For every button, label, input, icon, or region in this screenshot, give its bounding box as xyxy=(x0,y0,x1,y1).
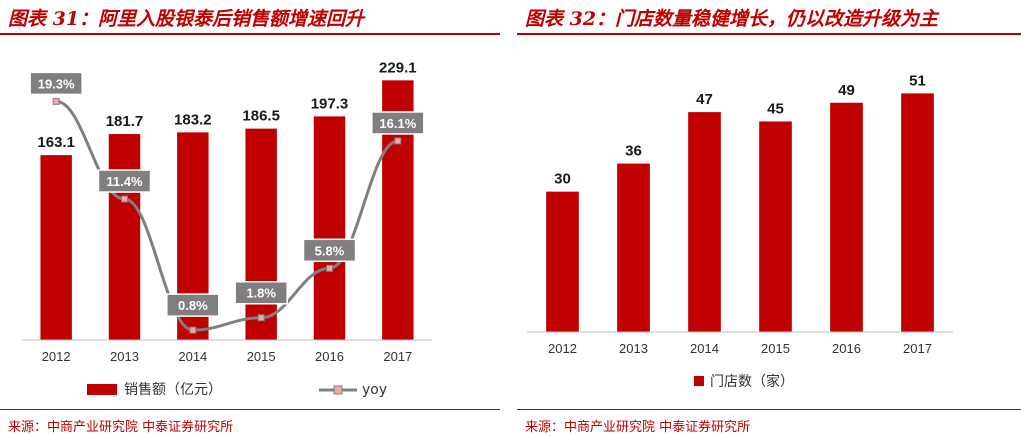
bar-value-label: 51 xyxy=(909,72,926,89)
bar xyxy=(688,112,721,332)
bar-value-label: 186.5 xyxy=(242,108,280,125)
bar xyxy=(40,155,72,340)
yoy-value-label: 0.8% xyxy=(178,298,208,313)
x-tick-label: 2015 xyxy=(761,341,790,356)
x-tick-label: 2014 xyxy=(690,341,719,356)
bar-value-label: 183.2 xyxy=(174,111,212,128)
source-rule xyxy=(0,409,500,410)
bar xyxy=(901,93,934,332)
x-tick-label: 2017 xyxy=(903,341,932,356)
yoy-label-box xyxy=(234,280,288,305)
legend-bar-swatch xyxy=(87,384,117,395)
yoy-value-label: 16.1% xyxy=(379,116,416,131)
x-tick-label: 2017 xyxy=(383,349,412,364)
x-tick-label: 2012 xyxy=(548,341,577,356)
x-tick-label: 2013 xyxy=(110,349,139,364)
bar-value-label: 49 xyxy=(838,82,855,99)
x-tick-label: 2016 xyxy=(315,349,344,364)
title-rule xyxy=(517,33,1021,35)
yoy-line xyxy=(55,99,399,332)
yoy-value-label: 5.8% xyxy=(315,243,345,258)
title-rule xyxy=(0,33,500,35)
bar-value-label: 181.7 xyxy=(106,113,144,130)
sales-chart-panel: 图表 31：阿里入股银泰后销售额增速回升 163.1 181.7 183.2 186.… xyxy=(0,0,500,436)
legend-label-yoy: yoy xyxy=(362,382,387,398)
yoy-marker xyxy=(257,314,265,322)
source-note: 来源：中商产业研究院 中泰证券研究所 xyxy=(525,420,751,435)
bar-value-label: 30 xyxy=(554,171,571,188)
bar xyxy=(245,128,277,340)
x-tick-label: 2013 xyxy=(619,341,648,356)
yoy-marker xyxy=(189,326,197,334)
yoy-label-box xyxy=(166,293,220,317)
bar-value-label: 229.1 xyxy=(379,59,417,76)
bar-value-label: 45 xyxy=(767,100,784,117)
legend-line-marker xyxy=(333,385,343,395)
legend-label-stores: 门店数（家） xyxy=(710,373,794,390)
chart-title: 图表 32：门店数量稳健增长，仍以改造升级为主 xyxy=(525,8,939,30)
yoy-label-box xyxy=(302,238,357,263)
yoy-marker xyxy=(394,137,402,145)
bar-value-label: 163.1 xyxy=(37,134,75,151)
yoy-marker xyxy=(121,195,128,203)
bar-value-label: 197.3 xyxy=(311,95,349,112)
bar xyxy=(108,134,141,340)
yoy-marker xyxy=(326,264,333,272)
bar xyxy=(313,116,346,340)
x-tick-label: 2015 xyxy=(247,349,276,364)
legend-bar-swatch xyxy=(694,376,704,386)
store-count-chart: 30 36 47 45 49 51 2012 2013 2014 2015 2016 2017 门店数（… xyxy=(527,72,953,390)
bar-value-label: 36 xyxy=(625,143,642,160)
bar xyxy=(830,102,863,332)
x-tick-label: 2014 xyxy=(178,349,207,364)
bar xyxy=(759,121,792,332)
bar xyxy=(546,191,579,332)
chart-title: 图表 31：阿里入股银泰后销售额增速回升 xyxy=(8,8,365,30)
bar xyxy=(617,163,650,332)
yoy-marker xyxy=(52,97,60,105)
source-note: 来源：中商产业研究院 中泰证券研究所 xyxy=(8,420,234,435)
yoy-value-label: 1.8% xyxy=(246,286,276,301)
yoy-value-label: 19.3% xyxy=(38,76,75,91)
yoy-label-box xyxy=(29,71,83,96)
sales-chart: 163.1 181.7 183.2 186.5 197.3 229.1 2012 2013 20… xyxy=(22,59,432,398)
x-tick-label: 2016 xyxy=(832,341,861,356)
store-chart-panel: 图表 32：门店数量稳健增长，仍以改造升级为主 30 36 47 45 49 51 2012… xyxy=(517,0,1021,436)
legend-label-sales: 销售额（亿元） xyxy=(124,382,222,398)
yoy-label-box xyxy=(371,111,425,135)
yoy-value-label: 11.4% xyxy=(106,174,143,189)
source-rule xyxy=(517,409,1021,410)
yoy-label-box xyxy=(97,169,152,193)
bar-value-label: 47 xyxy=(696,91,713,108)
x-tick-label: 2012 xyxy=(42,349,71,364)
